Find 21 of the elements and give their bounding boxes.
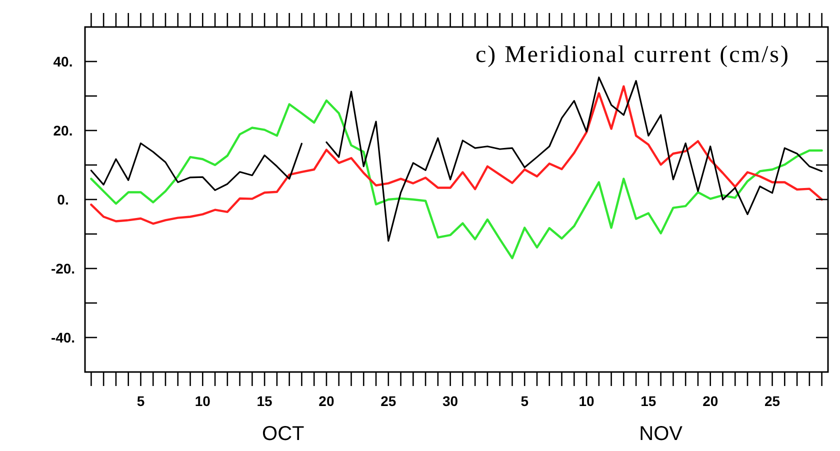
x-tick-label: 20 [318, 393, 334, 409]
x-tick-label: 25 [380, 393, 396, 409]
x-tick-label: 15 [640, 393, 656, 409]
line-series [90, 99, 823, 260]
x-tick-label: 5 [520, 393, 529, 409]
text: NOV [639, 423, 684, 445]
y-tick-label: -40. [50, 329, 76, 346]
text: c) Meridional current (cm/s) [475, 42, 790, 68]
y-tick-label: -20. [50, 260, 76, 276]
x-tick-label: 10 [578, 393, 595, 409]
y-tick-label: 20. [53, 122, 73, 138]
y-tick-label: 40. [53, 53, 73, 70]
text: OCT [262, 423, 304, 445]
x-tick-label: 20 [702, 393, 718, 409]
y-tick-label: 0. [57, 191, 69, 208]
line-series [90, 85, 823, 225]
x-tick-label: 15 [256, 393, 273, 409]
x-tick-label: 25 [764, 393, 780, 409]
x-tick-label: 10 [194, 393, 211, 409]
x-tick-label: 30 [442, 393, 458, 409]
x-tick-label: 5 [136, 393, 145, 409]
